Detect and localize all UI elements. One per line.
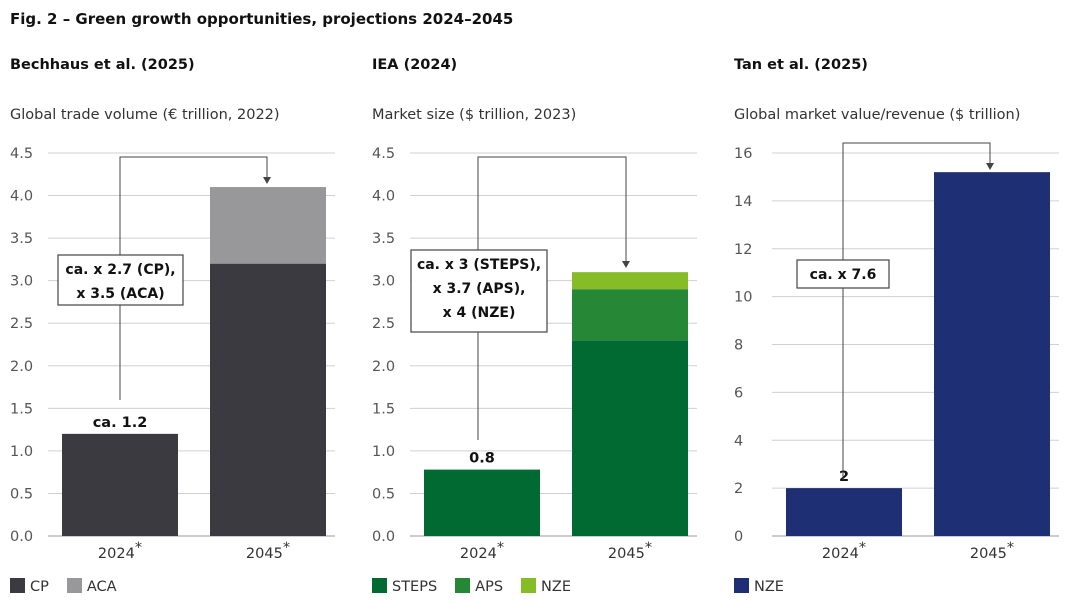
x-tick-label: 2024*	[460, 540, 504, 562]
arrow-head-icon	[622, 261, 630, 268]
y-tick-label: 2.0	[10, 359, 33, 375]
legend-item-nze: NZE	[521, 578, 571, 595]
y-tick-label: 0	[734, 529, 743, 545]
legend-iea: STEPS APS NZE	[372, 578, 571, 595]
bar-aca-2045	[210, 187, 326, 264]
legend-label: APS	[475, 579, 504, 595]
y-tick-label: 0.0	[10, 529, 33, 545]
legend-swatch	[734, 578, 749, 593]
y-tick-label: 16	[734, 146, 752, 162]
bar-steps-2024	[424, 469, 540, 536]
y-tick-label: 1.0	[10, 444, 33, 460]
legend-item-aps: APS	[455, 578, 503, 595]
bar-cp-2024	[62, 433, 178, 536]
bar-aps-2045	[572, 289, 688, 341]
y-axis-label-tan: Global market value/revenue ($ trillion)	[734, 107, 1021, 123]
y-tick-label: 12	[734, 242, 752, 258]
y-tick-label: 0.0	[372, 529, 395, 545]
y-tick-label: 6	[734, 385, 743, 401]
y-tick-label: 2.5	[10, 316, 33, 332]
panel-title-bechhaus: Bechhaus et al. (2025)	[10, 57, 195, 73]
legend-label: STEPS	[392, 579, 438, 595]
annotation-text: x 4 (NZE)	[443, 305, 516, 321]
arrow-head-icon	[986, 163, 994, 170]
y-tick-label: 2.5	[372, 316, 395, 332]
annotation-box	[57, 254, 184, 306]
y-tick-label: 4.5	[372, 146, 395, 162]
legend-bechhaus: CP ACA	[10, 578, 117, 595]
y-tick-label: 2	[734, 481, 743, 497]
panel-title-iea: IEA (2024)	[372, 57, 458, 73]
y-tick-label: 0.5	[10, 486, 33, 502]
y-tick-label: 14	[734, 194, 752, 210]
bar-nze-2045	[572, 272, 688, 290]
legend-item-aca: ACA	[66, 578, 117, 595]
y-tick-label: 4.5	[10, 146, 33, 162]
legend-swatch	[10, 578, 25, 593]
data-label: 0.8	[469, 451, 495, 467]
x-tick-label: 2045*	[246, 540, 290, 562]
panel-title-tan: Tan et al. (2025)	[734, 57, 868, 73]
bar-nze-2024	[786, 488, 902, 536]
annotation-box	[796, 259, 890, 289]
y-tick-label: 1.5	[10, 401, 33, 417]
arrow-head-icon	[263, 177, 271, 184]
y-tick-label: 3.5	[372, 231, 395, 247]
x-tick-label: 2045*	[608, 540, 652, 562]
legend-swatch	[66, 578, 82, 593]
y-axis-label-bechhaus: Global trade volume (€ trillion, 2022)	[10, 107, 280, 123]
y-tick-label: 0.5	[372, 486, 395, 502]
legend-item-nze: NZE	[734, 578, 784, 595]
legend-label: NZE	[754, 579, 784, 595]
annotation-text: x 3.7 (APS),	[433, 281, 526, 297]
y-axis-label-iea: Market size ($ trillion, 2023)	[372, 107, 577, 123]
legend-swatch	[455, 578, 471, 593]
legend-label: ACA	[86, 579, 117, 595]
data-label: ca. 1.2	[93, 415, 148, 431]
annotation-text: ca. x 2.7 (CP),	[65, 262, 175, 278]
y-tick-label: 1.5	[372, 401, 395, 417]
legend-item-steps: STEPS	[372, 578, 437, 595]
y-tick-label: 4.0	[372, 189, 395, 205]
y-tick-label: 3.5	[10, 231, 33, 247]
legend-label: NZE	[541, 579, 571, 595]
annotation-text: ca. x 7.6	[810, 267, 877, 283]
legend-swatch	[372, 578, 387, 593]
x-tick-label: 2045*	[970, 540, 1014, 562]
y-tick-label: 8	[734, 338, 743, 354]
y-tick-label: 4	[734, 433, 743, 449]
legend-label: CP	[30, 579, 49, 595]
data-label: 2	[839, 469, 849, 485]
bar-cp-2045	[210, 263, 326, 536]
growth-connector-line	[842, 142, 991, 480]
legend-swatch	[521, 578, 537, 593]
annotation-text: x 3.5 (ACA)	[76, 286, 164, 302]
x-tick-label: 2024*	[822, 540, 866, 562]
annotation-text: ca. x 3 (STEPS),	[417, 257, 541, 273]
figure-title: Fig. 2 – Green growth opportunities, pro…	[10, 10, 514, 28]
y-tick-label: 3.0	[10, 274, 33, 290]
legend-item-cp: CP	[10, 578, 49, 595]
y-tick-label: 3.0	[372, 274, 395, 290]
y-tick-label: 1.0	[372, 444, 395, 460]
legend-tan: NZE	[734, 578, 784, 595]
bar-nze-2045	[934, 172, 1050, 536]
x-tick-label: 2024*	[98, 540, 142, 562]
annotation-box	[410, 249, 548, 333]
y-tick-label: 10	[734, 290, 752, 306]
y-tick-label: 2.0	[372, 359, 395, 375]
y-tick-label: 4.0	[10, 189, 33, 205]
bar-steps-2045	[572, 340, 688, 536]
